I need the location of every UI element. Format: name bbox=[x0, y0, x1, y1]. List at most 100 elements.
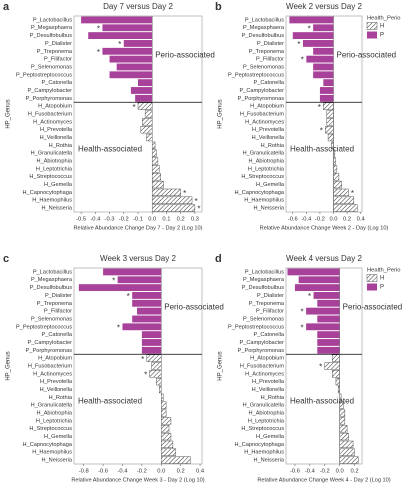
bar bbox=[159, 385, 162, 394]
y-tick-label: H_Veillonella bbox=[40, 387, 73, 393]
legend-title: Health_Perio bbox=[367, 268, 401, 274]
y-tick-label: H_Actinomyces bbox=[245, 371, 284, 377]
panel-label: d bbox=[215, 253, 222, 265]
y-tick-label: P_Dialister bbox=[45, 41, 72, 47]
x-tick-label: -0.6 bbox=[98, 469, 108, 475]
panel-label: a bbox=[3, 1, 10, 13]
y-tick-label: P_Porphyromonas bbox=[238, 348, 285, 354]
y-tick-label: H_Gemella bbox=[44, 182, 73, 188]
perio-annotation: Perio-associated bbox=[164, 302, 224, 311]
y-tick-label: H_Streptococcus bbox=[29, 426, 72, 432]
bar bbox=[116, 63, 153, 71]
y-tick-label: P_Desulfobulbus bbox=[30, 285, 72, 291]
bar bbox=[317, 339, 340, 346]
bar bbox=[161, 409, 167, 417]
y-tick-label: P_Catonella bbox=[42, 80, 73, 86]
bar bbox=[313, 292, 340, 299]
y-tick-label: H_Rothia bbox=[49, 143, 73, 149]
y-tick-label: H_Haemophilus bbox=[244, 198, 284, 204]
y-tick-label: H_Neisseria bbox=[42, 458, 73, 464]
significance-mark: * bbox=[297, 40, 300, 49]
bar bbox=[122, 323, 162, 331]
bar bbox=[333, 157, 336, 165]
bar bbox=[325, 126, 334, 134]
bar bbox=[161, 417, 172, 425]
x-tick-label: 0.2 bbox=[343, 217, 351, 223]
panel-title: Week 2 versus Day 2 bbox=[286, 2, 362, 11]
y-tick-label: H_Streptococcus bbox=[29, 174, 72, 180]
bar bbox=[317, 331, 340, 339]
y-tick-label: H_Haemophilus bbox=[244, 450, 284, 456]
legend-swatch bbox=[366, 274, 378, 282]
significance-mark: * bbox=[127, 292, 130, 301]
bar bbox=[333, 173, 340, 181]
y-tick-label: P_Treponema bbox=[37, 301, 73, 307]
bar bbox=[317, 346, 340, 354]
x-tick-label: 0.0 bbox=[157, 469, 165, 475]
y-tick-label: H_Abiotrophia bbox=[249, 411, 285, 417]
y-tick-label: P_Filifactor bbox=[44, 57, 72, 63]
significance-mark: * bbox=[144, 370, 147, 379]
bar bbox=[335, 378, 340, 386]
bar bbox=[331, 370, 340, 378]
legend-label: H bbox=[380, 24, 384, 30]
y-tick-label: H_Fusobacterium bbox=[28, 111, 72, 117]
y-tick-label: H_Actinomyces bbox=[33, 371, 72, 377]
y-tick-label: P_Catonella bbox=[254, 80, 285, 86]
x-axis-title: Relative Abundance Change Day 7 - Day 2 … bbox=[73, 225, 202, 231]
bar bbox=[339, 448, 355, 456]
bar bbox=[324, 362, 340, 370]
bar bbox=[326, 118, 334, 126]
y-tick-label: P_Lactobacillus bbox=[33, 17, 72, 23]
x-tick-label: 0.2 bbox=[177, 469, 185, 475]
bar bbox=[333, 204, 358, 212]
bar bbox=[102, 24, 153, 32]
x-tick-label: 0.0 bbox=[329, 217, 337, 223]
bar bbox=[339, 425, 348, 433]
y-tick-label: P_Peptostreptococcus bbox=[228, 324, 284, 330]
bar bbox=[161, 401, 167, 409]
bar bbox=[339, 417, 346, 425]
y-tick-label: H_Leptotrichia bbox=[248, 166, 285, 172]
bar bbox=[156, 378, 162, 386]
y-tick-label: P_Desulfobulbus bbox=[30, 33, 72, 39]
health-annotation: Health-associated bbox=[290, 396, 354, 405]
bar bbox=[292, 32, 334, 40]
y-tick-label: P_Dialister bbox=[45, 293, 72, 299]
y-tick-label: P_Filifactor bbox=[44, 309, 72, 315]
x-tick-label: -0.2 bbox=[119, 217, 129, 223]
x-tick-label: -0.2 bbox=[320, 469, 330, 475]
x-axis-title: Relative Abundance Change Week 4 - Day 2… bbox=[257, 477, 390, 483]
y-tick-label: P_Megasphaera bbox=[243, 277, 285, 283]
significance-mark: * bbox=[197, 205, 200, 214]
y-tick-label: H_Prevotella bbox=[252, 379, 285, 385]
legend-label: P bbox=[380, 285, 384, 291]
y-tick-label: H_Granulicatella bbox=[31, 151, 73, 157]
bar bbox=[152, 180, 164, 189]
y-tick-label: P_Catonella bbox=[42, 332, 73, 338]
y-tick-label: H_Leptotrichia bbox=[36, 418, 73, 424]
bar bbox=[319, 87, 334, 94]
legend-swatch bbox=[367, 31, 377, 39]
significance-mark: * bbox=[301, 323, 304, 332]
x-tick-label: -0.4 bbox=[117, 469, 128, 475]
y-tick-label: P_Selenomonas bbox=[243, 316, 284, 322]
bar bbox=[135, 94, 153, 102]
y-tick-label: H_Prevotella bbox=[40, 127, 73, 133]
y-tick-label: H_Granulicatella bbox=[243, 151, 285, 157]
y-tick-label: P_Lactobacillus bbox=[33, 269, 72, 275]
bar bbox=[81, 16, 153, 24]
y-tick-label: P_Treponema bbox=[249, 49, 285, 55]
bar bbox=[117, 276, 162, 284]
x-tick-label: 0.4 bbox=[357, 217, 366, 223]
significance-mark: * bbox=[117, 323, 120, 332]
bar bbox=[306, 323, 340, 331]
bar bbox=[326, 110, 334, 118]
x-tick-label: 0.0 bbox=[148, 217, 156, 223]
bar bbox=[88, 32, 153, 40]
y-tick-label: P_Filifactor bbox=[256, 57, 284, 63]
y-tick-label: H_Fusobacterium bbox=[240, 363, 284, 369]
bar bbox=[339, 432, 349, 441]
x-tick-label: -0.6 bbox=[290, 469, 300, 475]
significance-mark: * bbox=[97, 24, 100, 33]
